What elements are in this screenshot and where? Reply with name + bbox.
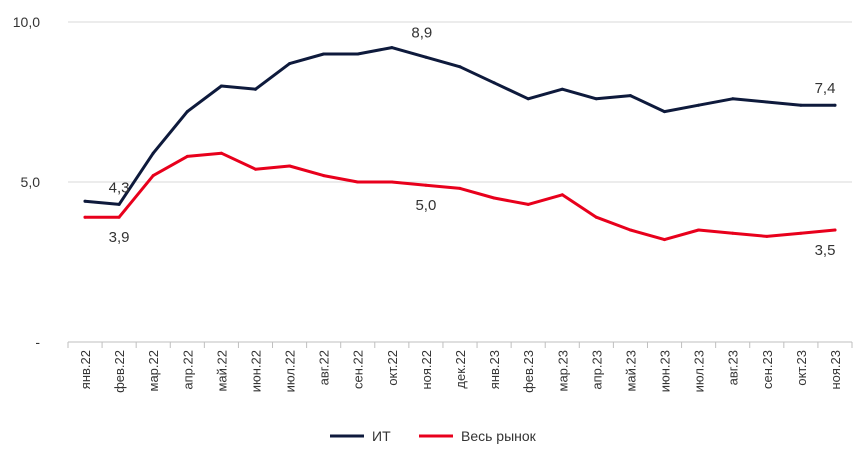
y-tick-label: - [35, 334, 40, 350]
x-tick-label: сен.22 [351, 350, 366, 389]
data-point [185, 154, 189, 158]
data-point [560, 193, 564, 197]
x-tick-label: мар.22 [146, 350, 161, 391]
data-point [322, 174, 326, 178]
data-point [560, 87, 564, 91]
data-point [799, 103, 803, 107]
x-tick-label: янв.22 [78, 350, 93, 389]
data-point [322, 52, 326, 56]
series-lines [83, 46, 837, 242]
data-point [117, 215, 121, 219]
data-point [458, 65, 462, 69]
data-point [288, 164, 292, 168]
x-axis: янв.22 фев.22 мар.22 апр.22 май.22 июн.22 июл.… [67, 341, 853, 393]
x-tick-label: апр.22 [180, 350, 195, 390]
data-point [254, 87, 257, 91]
gridlines [68, 21, 852, 183]
data-point [833, 103, 837, 107]
data-point [424, 55, 428, 59]
data-point [117, 202, 121, 206]
data-point [356, 52, 360, 56]
series-line-1 [83, 46, 837, 206]
data-point [151, 174, 155, 178]
data-point [731, 97, 735, 101]
x-tick-label: янв.23 [487, 350, 502, 389]
series-line-2 [83, 151, 837, 242]
x-tick-label: авг.23 [726, 350, 741, 385]
legend-label: ИТ [372, 428, 391, 444]
data-point [254, 167, 257, 171]
data-label: 8,9 [411, 25, 432, 42]
data-point [288, 62, 292, 66]
data-point [697, 228, 701, 232]
data-label: 4,3 [109, 179, 130, 196]
x-tick-label: фев.23 [521, 350, 536, 393]
data-label: 3,5 [815, 242, 836, 259]
x-tick-label: апр.23 [589, 350, 604, 390]
x-tick-label: мар.23 [555, 350, 570, 391]
x-tick-label: окт.23 [794, 350, 809, 386]
data-point [765, 234, 769, 238]
x-tick-label: ноя.23 [828, 350, 843, 390]
data-point [663, 238, 666, 242]
x-tick-label: дек.22 [453, 350, 468, 389]
x-tick-label: июн.23 [658, 350, 673, 392]
data-point [356, 180, 360, 184]
x-tick-label: май.23 [623, 350, 638, 392]
y-tick-label: 5,0 [21, 174, 41, 190]
data-point [594, 97, 598, 101]
data-point [424, 183, 428, 187]
data-point [628, 228, 632, 232]
data-point [492, 81, 496, 85]
data-point [765, 100, 769, 104]
x-tick-label: фев.22 [112, 350, 127, 393]
data-point [833, 228, 837, 232]
legend-label: Весь рынок [461, 428, 537, 444]
x-tick-label: авг.22 [317, 350, 332, 385]
data-point [83, 215, 87, 219]
data-point [390, 46, 394, 50]
data-point [458, 186, 462, 190]
x-tick-label: окт.22 [385, 350, 400, 386]
data-point [663, 110, 666, 114]
x-tick-label: июн.22 [248, 350, 263, 392]
data-point [594, 215, 598, 219]
data-labels: 4,3 3,9 8,9 5,0 7,4 3,5 [109, 25, 836, 259]
x-tick-label: июл.23 [692, 350, 707, 392]
data-point [219, 151, 223, 155]
data-point [731, 231, 735, 235]
data-point [219, 84, 223, 88]
x-tick-label: июл.22 [283, 350, 298, 392]
y-axis: 10,0 5,0 - [13, 14, 41, 350]
data-point [390, 180, 394, 184]
data-label: 5,0 [415, 197, 436, 214]
x-tick-label: май.22 [214, 350, 229, 392]
x-tick-label: ноя.22 [419, 350, 434, 390]
y-tick-label: 10,0 [13, 14, 40, 30]
data-point [628, 94, 632, 98]
data-point [185, 110, 189, 114]
x-tick-label: сен.23 [760, 350, 775, 389]
data-point [697, 103, 701, 107]
data-point [526, 202, 530, 206]
data-label: 3,9 [109, 229, 130, 246]
data-point [526, 97, 530, 101]
data-point [151, 151, 155, 155]
data-point [83, 199, 87, 203]
data-label: 7,4 [815, 80, 836, 97]
data-point [799, 231, 803, 235]
legend: ИТ Весь рынок [330, 428, 537, 444]
data-point [492, 196, 496, 200]
